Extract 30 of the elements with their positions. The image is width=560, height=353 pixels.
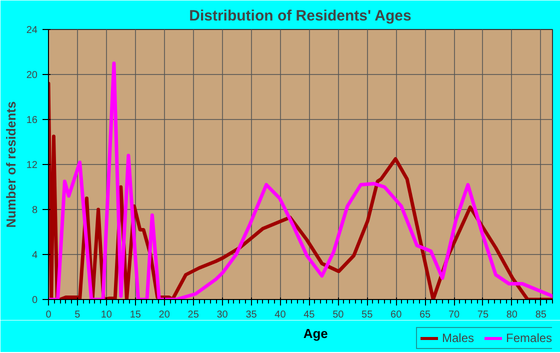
y-tick-label: 12	[26, 160, 38, 171]
x-tick-label: 40	[274, 310, 286, 320]
x-tick-label: 25	[188, 310, 200, 320]
legend-label: Females	[506, 331, 552, 345]
x-tick-label: 50	[332, 310, 344, 320]
y-tick-label: 24	[26, 25, 38, 36]
x-tick-label: 60	[390, 310, 402, 320]
x-tick-label: 20	[158, 310, 170, 320]
x-tick-label: 75	[477, 310, 489, 320]
x-tick-label: 80	[506, 310, 518, 320]
y-tick-label: 8	[32, 205, 38, 216]
x-tick-label: 85	[535, 310, 547, 320]
y-axis-title: Number of residents	[3, 101, 18, 228]
x-axis-title: Age	[303, 326, 328, 341]
y-tick-label: 16	[26, 115, 38, 126]
x-tick-label: 65	[419, 310, 432, 320]
y-tick-label: 0	[32, 295, 38, 306]
x-tick-label: 30	[216, 310, 228, 320]
x-tick-label: 70	[448, 310, 460, 320]
y-tick-label: 20	[26, 70, 38, 81]
x-tick-label: 10	[100, 310, 112, 320]
x-tick-label: 45	[304, 310, 316, 320]
x-tick-label: 55	[362, 310, 374, 320]
chart-title: Distribution of Residents' Ages	[189, 8, 412, 24]
x-tick-label: 5	[74, 310, 81, 320]
x-tick-label: 15	[130, 310, 142, 320]
legend-label: Males	[442, 331, 474, 345]
y-tick-label: 4	[32, 250, 38, 261]
x-tick-label: 0	[46, 310, 52, 320]
x-tick-label: 35	[246, 310, 258, 320]
